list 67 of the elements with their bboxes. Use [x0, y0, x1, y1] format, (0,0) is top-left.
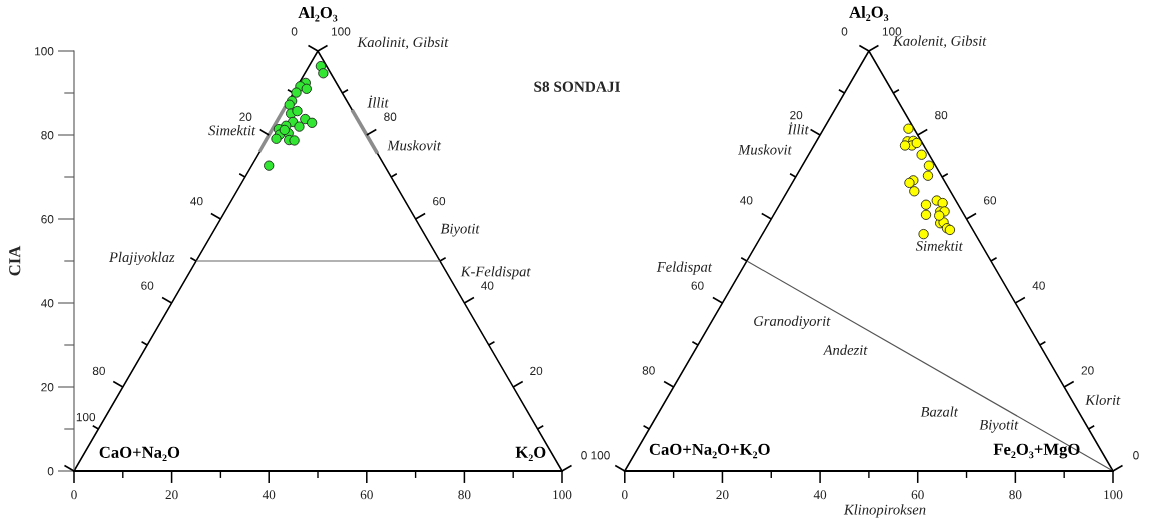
text: 0	[841, 27, 848, 36]
annotation: 40	[481, 281, 494, 290]
annotation: Granodiyorit	[754, 315, 831, 329]
annotation: 40	[1032, 281, 1045, 290]
x-tick-label: 0	[622, 490, 628, 500]
x-tick-label: 80	[458, 490, 471, 500]
annotation: Muskovit	[387, 140, 442, 151]
x-tick-label: 100	[553, 490, 572, 500]
annotation: K₂O	[515, 446, 546, 462]
text: Al₂O₃	[298, 6, 338, 22]
annotation: 20	[1081, 366, 1094, 375]
y-tick-label: 40	[41, 299, 54, 308]
text: 0	[291, 27, 298, 36]
annotation: 60	[141, 281, 154, 290]
annotation: CaO+Na₂O+K₂O	[649, 443, 770, 459]
y-axis-title: CIA	[9, 245, 21, 276]
text: Al₂O₃	[849, 6, 889, 22]
y-tick-label: 80	[41, 131, 54, 140]
annotation: Bazalt	[920, 406, 959, 417]
y-tick-label: 100	[35, 47, 54, 56]
annotation: 100	[76, 412, 96, 422]
text: 0	[1133, 451, 1139, 460]
annotation: 60	[984, 196, 997, 205]
annotation: 40	[740, 196, 753, 205]
text: Kaolinit, Gibsit	[357, 36, 449, 50]
x-tick-label: 40	[262, 490, 276, 500]
annotation: Fe₂O₃+MgO	[993, 443, 1080, 459]
annotation: 80	[642, 366, 655, 375]
annotation: 80	[384, 112, 397, 121]
y-tick-label: 20	[41, 383, 54, 392]
annotation: 80	[92, 366, 105, 376]
x-tick-label: 80	[1009, 490, 1022, 500]
text: 100	[331, 27, 351, 36]
text: 0 100	[581, 451, 610, 460]
annotation: Klorit	[1085, 394, 1121, 405]
annotation: Plajiyoklaz	[108, 251, 175, 266]
annotation: Simektit	[915, 240, 963, 251]
annotation: 20	[530, 366, 543, 376]
x-tick-label: 60	[360, 490, 373, 500]
y-tick-label: 0	[47, 467, 54, 476]
x-tick-label: 20	[716, 490, 729, 500]
text: S8 SONDAJI	[534, 81, 620, 92]
annotation: Feldispat	[656, 261, 713, 275]
annotation: Simektit	[208, 125, 256, 136]
x-tick-label: 20	[165, 490, 178, 500]
text: Kaolenit, Gibsit	[892, 35, 987, 48]
text: Klinopiroksen	[843, 504, 926, 518]
annotation: 60	[433, 197, 446, 206]
x-tick-label: 0	[71, 490, 77, 500]
annotation: 20	[790, 110, 803, 120]
annotation: 80	[935, 110, 948, 120]
annotation: 60	[691, 281, 704, 290]
annotation: İllit	[787, 122, 809, 135]
annotation: 20	[239, 112, 252, 121]
annotation: Andezit	[822, 344, 868, 355]
annotation: İllit	[367, 95, 389, 108]
text: 100	[882, 27, 902, 36]
y-tick-label: 60	[41, 215, 54, 224]
annotation: CaO+Na₂O	[99, 446, 180, 462]
annotation: Biyotit	[979, 419, 1019, 433]
annotation: Muskovit	[738, 144, 792, 155]
x-tick-label: 100	[1104, 490, 1123, 500]
annotation: Biyotit	[440, 223, 480, 237]
x-tick-label: 40	[813, 490, 827, 500]
x-tick-label: 60	[911, 490, 924, 500]
annotation: 40	[190, 197, 203, 206]
annotation: K-Feldispat	[460, 266, 531, 280]
